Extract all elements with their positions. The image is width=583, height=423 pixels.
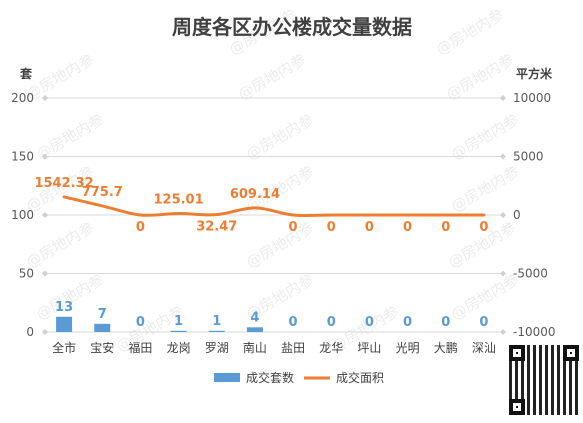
legend: 成交套数 成交面积 xyxy=(214,370,384,385)
x-tick-label: 全市 xyxy=(52,340,76,355)
y-left-tick-label: 200 xyxy=(11,91,34,105)
gridline-marker xyxy=(42,153,48,160)
x-axis: 全市 宝安 福田 龙岗 罗湖 南山 盐田 龙华 坪山 光明 大鹏 深汕 xyxy=(52,340,496,355)
y-right-tick-label: -5000 xyxy=(513,267,548,281)
y-axis-left: 0 50 100 150 200 xyxy=(11,91,34,339)
y-axis-left-label: 套 xyxy=(19,66,33,81)
y-left-tick-label: 100 xyxy=(11,208,34,222)
bar xyxy=(94,323,111,332)
gridline-marker xyxy=(500,329,506,335)
y-left-tick-label: 50 xyxy=(19,267,34,281)
bar xyxy=(170,330,187,332)
watermark-text: @房地内参 xyxy=(243,110,317,163)
x-tick-label: 大鹏 xyxy=(434,341,458,355)
y-right-tick-label: 0 xyxy=(513,208,521,222)
qr-code xyxy=(507,343,581,417)
x-tick-label: 龙华 xyxy=(319,341,343,355)
gridline-marker xyxy=(500,212,506,218)
x-tick-label: 坪山 xyxy=(357,341,381,355)
line-value-label: 0 xyxy=(289,220,298,235)
bar-value-label: 13 xyxy=(55,300,73,315)
gridline-marker xyxy=(500,153,506,160)
bar-value-label: 4 xyxy=(250,310,259,325)
line-series xyxy=(62,195,486,218)
watermarks: @房地内参 @房地内参@房地内参 @房地内参 @房地内参@房地内参 @房地内参 @房地内参… xyxy=(23,5,522,355)
bar-value-label: 0 xyxy=(327,315,336,330)
line-value-label: 0 xyxy=(365,220,374,235)
watermark-text: @房地内参 xyxy=(235,50,309,103)
line-value-label: 125.01 xyxy=(153,193,203,208)
y-axis-right-label: 平方米 xyxy=(516,66,553,81)
x-tick-label: 龙岗 xyxy=(167,341,191,355)
watermark-text: @房地内参 xyxy=(448,162,522,215)
legend-label: 成交套数 xyxy=(246,370,294,385)
watermark-text: @房地内参 xyxy=(33,270,107,323)
gridline-marker xyxy=(500,270,506,277)
bar-value-label: 1 xyxy=(174,314,183,329)
x-tick-label: 福田 xyxy=(128,340,152,355)
line-value-label: 32.47 xyxy=(196,220,237,235)
x-tick-label: 宝安 xyxy=(90,340,114,355)
watermark-text: @房地内参 xyxy=(443,50,517,103)
bar-value-label: 0 xyxy=(136,315,145,330)
gridline-marker xyxy=(42,212,48,218)
x-tick-label: 盐田 xyxy=(281,341,305,355)
bar-value-label: 0 xyxy=(479,315,488,330)
line-value-label: 609.14 xyxy=(230,187,280,202)
bar-labels: 13 7 0 1 1 4 0 0 0 0 0 0 xyxy=(55,300,488,330)
y-right-tick-label: 10000 xyxy=(513,91,551,105)
gridline-marker xyxy=(42,270,48,277)
bar xyxy=(208,330,225,332)
x-tick-label: 深汕 xyxy=(472,341,496,355)
legend-swatch-bar xyxy=(214,373,240,382)
watermark-text: @房地内参 xyxy=(448,110,522,163)
gridline-marker xyxy=(500,95,506,101)
gridline-marker xyxy=(42,329,48,335)
y-axis-right: -10000 -5000 0 5000 10000 xyxy=(513,91,556,339)
gridline-marker xyxy=(42,95,48,101)
chart-title: 周度各区办公楼成交量数据 xyxy=(172,15,412,39)
y-left-tick-label: 150 xyxy=(11,150,34,164)
watermark-text: @房地内参 xyxy=(23,218,97,271)
series-line xyxy=(62,195,486,218)
line-value-label: 0 xyxy=(136,220,145,235)
bar-series xyxy=(56,316,263,332)
line-value-label: 775.7 xyxy=(82,185,123,200)
x-tick-label: 罗湖 xyxy=(205,340,229,355)
line-value-label: 1542.32 xyxy=(34,176,93,191)
y-right-tick-label: 5000 xyxy=(513,150,544,164)
bar-value-label: 0 xyxy=(441,315,450,330)
qr-finder-top-left xyxy=(509,345,525,361)
bar-value-label: 0 xyxy=(365,315,374,330)
bar-value-label: 7 xyxy=(98,307,107,322)
qr-finder-bottom-left xyxy=(509,399,525,415)
x-tick-label: 南山 xyxy=(243,340,267,355)
y-left-tick-label: 0 xyxy=(26,325,34,339)
bar xyxy=(246,327,263,332)
line-value-label: 0 xyxy=(327,220,336,235)
qr-finder-top-right xyxy=(563,345,579,361)
bar xyxy=(56,316,73,332)
watermark-text: @房地内参 xyxy=(433,5,507,58)
y-right-tick-label: -10000 xyxy=(513,325,556,339)
line-value-label: 0 xyxy=(441,220,450,235)
bar-value-label: 1 xyxy=(212,314,221,329)
x-tick-label: 光明 xyxy=(396,341,420,355)
bar-value-label: 0 xyxy=(403,315,412,330)
watermark-text: @房地内参 xyxy=(243,218,317,271)
bar-value-label: 0 xyxy=(289,315,298,330)
watermark-text: @房地内参 xyxy=(23,50,97,103)
line-value-label: 0 xyxy=(479,220,488,235)
line-value-label: 0 xyxy=(403,220,412,235)
legend-label: 成交面积 xyxy=(336,370,384,385)
